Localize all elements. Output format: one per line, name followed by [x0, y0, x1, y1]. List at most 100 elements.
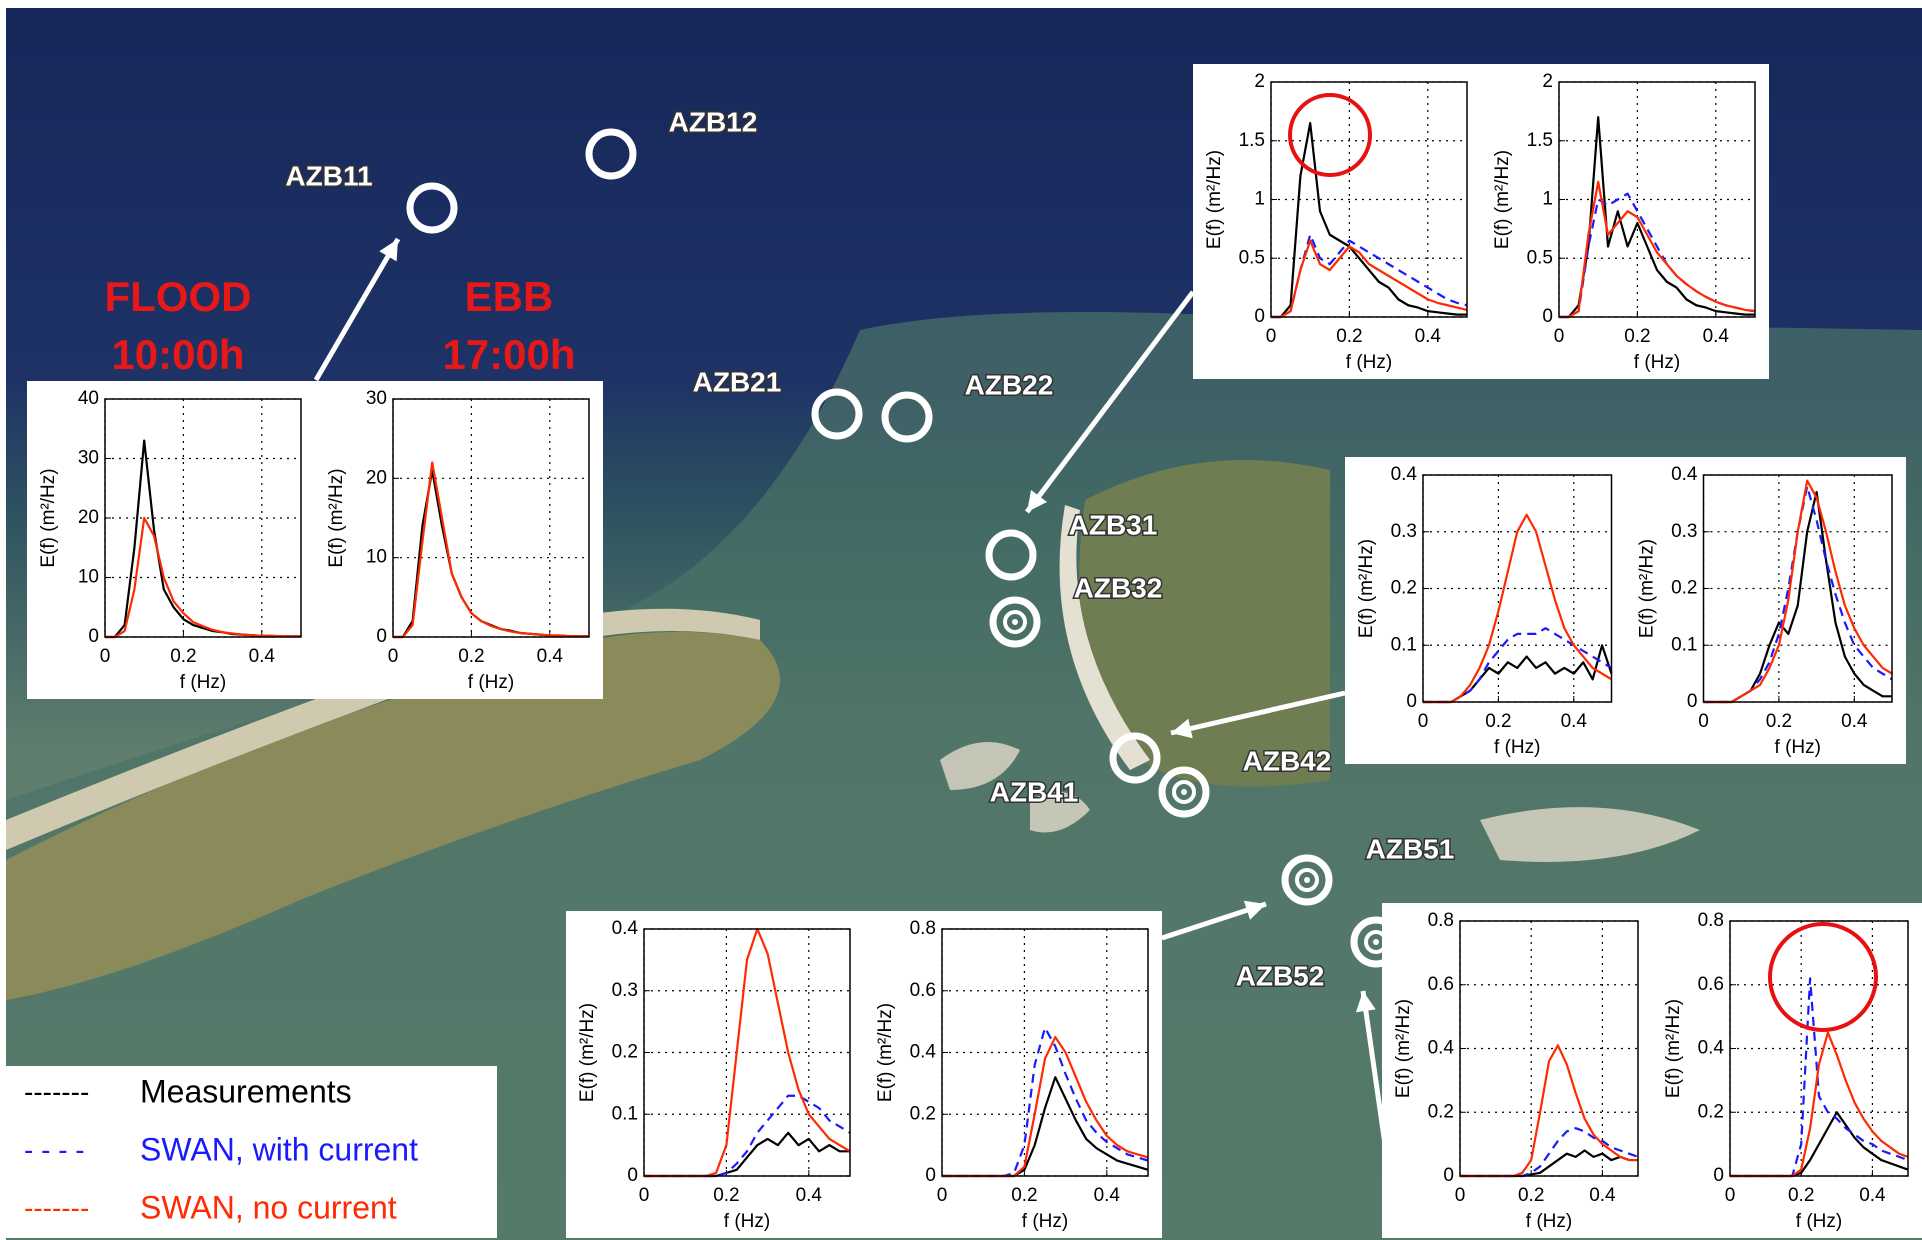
chart: 0 0.2 0.4 0.6 0.8 0 0.2 0.4 f (Hz) E(f) (m²/Hz): [1663, 910, 1909, 1232]
y-tick-label: 0: [925, 1165, 936, 1186]
y-axis-label: E(f) (m²/Hz): [1356, 539, 1377, 638]
station-marker: [585, 128, 637, 180]
x-tick-label: 0.2: [1485, 711, 1511, 732]
series-line: [393, 461, 589, 639]
arrow-line: [313, 237, 401, 382]
arrow-head: [1171, 718, 1193, 739]
x-tick-label: 0.2: [458, 646, 484, 667]
station-label: AZB31: [1069, 509, 1158, 540]
y-tick-label: 0: [1443, 1165, 1454, 1186]
x-axis-label: f (Hz): [724, 1211, 770, 1232]
plot-frame: [1702, 474, 1893, 703]
station-marker: [881, 391, 933, 443]
station-label: AZB42: [1243, 745, 1332, 776]
x-axis-label: f (Hz): [180, 672, 226, 693]
plot-frame: [1459, 920, 1639, 1177]
station-label: AZB32: [1074, 572, 1163, 603]
y-tick-label: 0.2: [1698, 1101, 1724, 1122]
legend-marker: -------: [24, 1076, 89, 1107]
legend-label: SWAN, with current: [140, 1131, 418, 1167]
x-axis-label: f (Hz): [1796, 1211, 1842, 1232]
y-axis-label: E(f) (m²/Hz): [1393, 999, 1414, 1098]
station-marker: [1304, 877, 1310, 883]
y-tick-label: 0.4: [1698, 1038, 1725, 1059]
y-tick-label: 0.1: [612, 1103, 638, 1124]
x-tick-label: 0: [1455, 1185, 1466, 1206]
station-label: AZB22: [965, 369, 1054, 400]
series-line: [1423, 513, 1613, 704]
y-tick-label: 2: [1254, 71, 1265, 92]
station-marker: [406, 182, 458, 234]
x-tick-label: 0.4: [1703, 326, 1730, 347]
y-tick-label: 40: [78, 388, 99, 409]
y-axis-label: E(f) (m²/Hz): [1492, 150, 1513, 249]
x-axis-label: f (Hz): [1346, 352, 1392, 373]
legend-marker: -------: [24, 1192, 89, 1223]
y-tick-label: 0.4: [1391, 464, 1418, 485]
y-tick-label: 1: [1542, 189, 1553, 210]
station-marker: [1012, 619, 1018, 625]
y-tick-label: 0.2: [910, 1103, 936, 1124]
station-marker: [1281, 854, 1333, 906]
station-label: AZB11: [285, 160, 372, 191]
plot-area: [1423, 475, 1612, 702]
y-axis-label: E(f) (m²/Hz): [1663, 999, 1684, 1098]
plot-frame: [392, 398, 590, 638]
x-tick-label: 0.4: [1859, 1185, 1886, 1206]
y-tick-label: 0.5: [1239, 247, 1265, 268]
series-line: [1271, 239, 1468, 319]
y-tick-label: 0.3: [612, 980, 638, 1001]
y-tick-label: 0: [88, 626, 99, 647]
x-tick-label: 0.2: [1766, 711, 1792, 732]
y-tick-label: 0.4: [612, 918, 639, 939]
y-tick-label: 0.2: [1671, 578, 1697, 599]
station-marker: [989, 596, 1041, 648]
station-label: AZB51: [1366, 833, 1455, 864]
x-tick-label: 0.4: [249, 646, 276, 667]
y-tick-label: 30: [78, 448, 99, 469]
island-east: [1079, 460, 1330, 787]
x-tick-label: 0.2: [170, 646, 196, 667]
sandbanks: [940, 742, 1700, 862]
arrow-head: [1355, 991, 1376, 1013]
station-label: AZB52: [1236, 960, 1325, 991]
island-land: [6, 631, 780, 1000]
x-tick-label: 0.2: [713, 1185, 739, 1206]
x-tick-label: 0: [1698, 711, 1709, 732]
chart: 0 0.2 0.4 0.6 0.8 0 0.2 0.4 f (Hz) E(f) (m²/Hz): [875, 918, 1149, 1232]
x-tick-label: 0.4: [1094, 1185, 1121, 1206]
station-marker: [1109, 732, 1161, 784]
y-tick-label: 0.1: [1671, 634, 1697, 655]
chart: 0 0.1 0.2 0.3 0.4 0 0.2 0.4 f (Hz) E(f) (m²/Hz): [1637, 464, 1893, 758]
x-tick-label: 0.2: [1788, 1185, 1814, 1206]
x-axis-label: f (Hz): [1494, 737, 1540, 758]
x-axis-label: f (Hz): [468, 672, 514, 693]
x-tick-label: 0: [1266, 326, 1277, 347]
arrow-head: [1243, 900, 1266, 920]
x-axis-label: f (Hz): [1022, 1211, 1068, 1232]
plot-frame: [643, 928, 851, 1177]
x-tick-label: 0: [937, 1185, 948, 1206]
station-label: AZB21: [693, 366, 782, 397]
plot-area: [1460, 921, 1638, 1176]
x-tick-label: 0.2: [1518, 1185, 1544, 1206]
y-tick-label: 0.3: [1391, 521, 1417, 542]
y-tick-label: 0.1: [1391, 634, 1417, 655]
chart: 0 0.1 0.2 0.3 0.4 0 0.2 0.4 f (Hz) E(f) (m²/Hz): [577, 918, 851, 1232]
series-line: [1730, 977, 1909, 1178]
y-tick-label: 0.8: [1698, 910, 1724, 931]
plot-frame: [1558, 81, 1756, 318]
station-marker: [811, 388, 863, 440]
y-tick-label: 0.2: [1391, 578, 1417, 599]
series-line: [105, 516, 301, 639]
plot-area: [942, 929, 1148, 1176]
x-tick-label: 0: [639, 1185, 650, 1206]
station-marker: [1158, 766, 1210, 818]
y-tick-label: 0: [1687, 691, 1698, 712]
y-axis-label: E(f) (m²/Hz): [1204, 150, 1225, 249]
y-tick-label: 0.8: [910, 918, 936, 939]
decor: AZB11 AZB12 AZB21 AZB22 AZB31 AZB32 AZB41 AZB42…: [6, 105, 1456, 1238]
chart: 0 10 20 30 40 0 0.2 0.4 f (Hz) E(f) (m²/Hz): [38, 388, 302, 693]
arrow-head: [379, 239, 398, 262]
